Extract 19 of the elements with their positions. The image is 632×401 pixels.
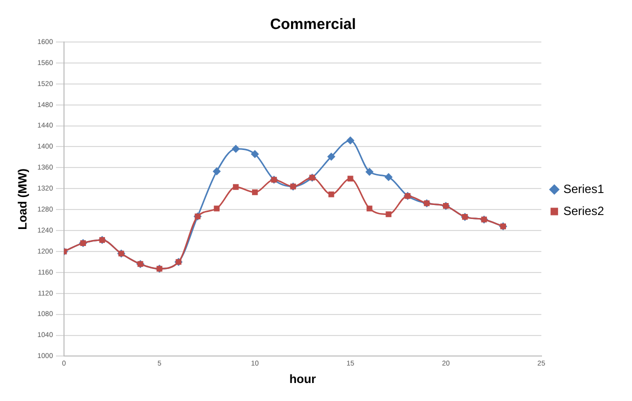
legend-label: Series2	[563, 204, 604, 218]
point	[251, 150, 259, 158]
point	[386, 211, 392, 218]
point	[232, 145, 240, 153]
point	[328, 152, 336, 160]
point	[252, 189, 258, 196]
point	[384, 173, 392, 181]
point	[328, 192, 334, 198]
point	[214, 206, 220, 212]
point	[366, 206, 372, 212]
point	[232, 184, 239, 190]
point	[366, 168, 374, 176]
point	[212, 168, 220, 176]
legend-label: Series1	[563, 182, 604, 196]
x-axis-title: hour	[289, 372, 316, 386]
y-axis-title: Load (MW)	[16, 168, 30, 230]
point	[346, 136, 354, 144]
point	[348, 176, 354, 182]
chart-title: Commercial	[270, 16, 356, 34]
